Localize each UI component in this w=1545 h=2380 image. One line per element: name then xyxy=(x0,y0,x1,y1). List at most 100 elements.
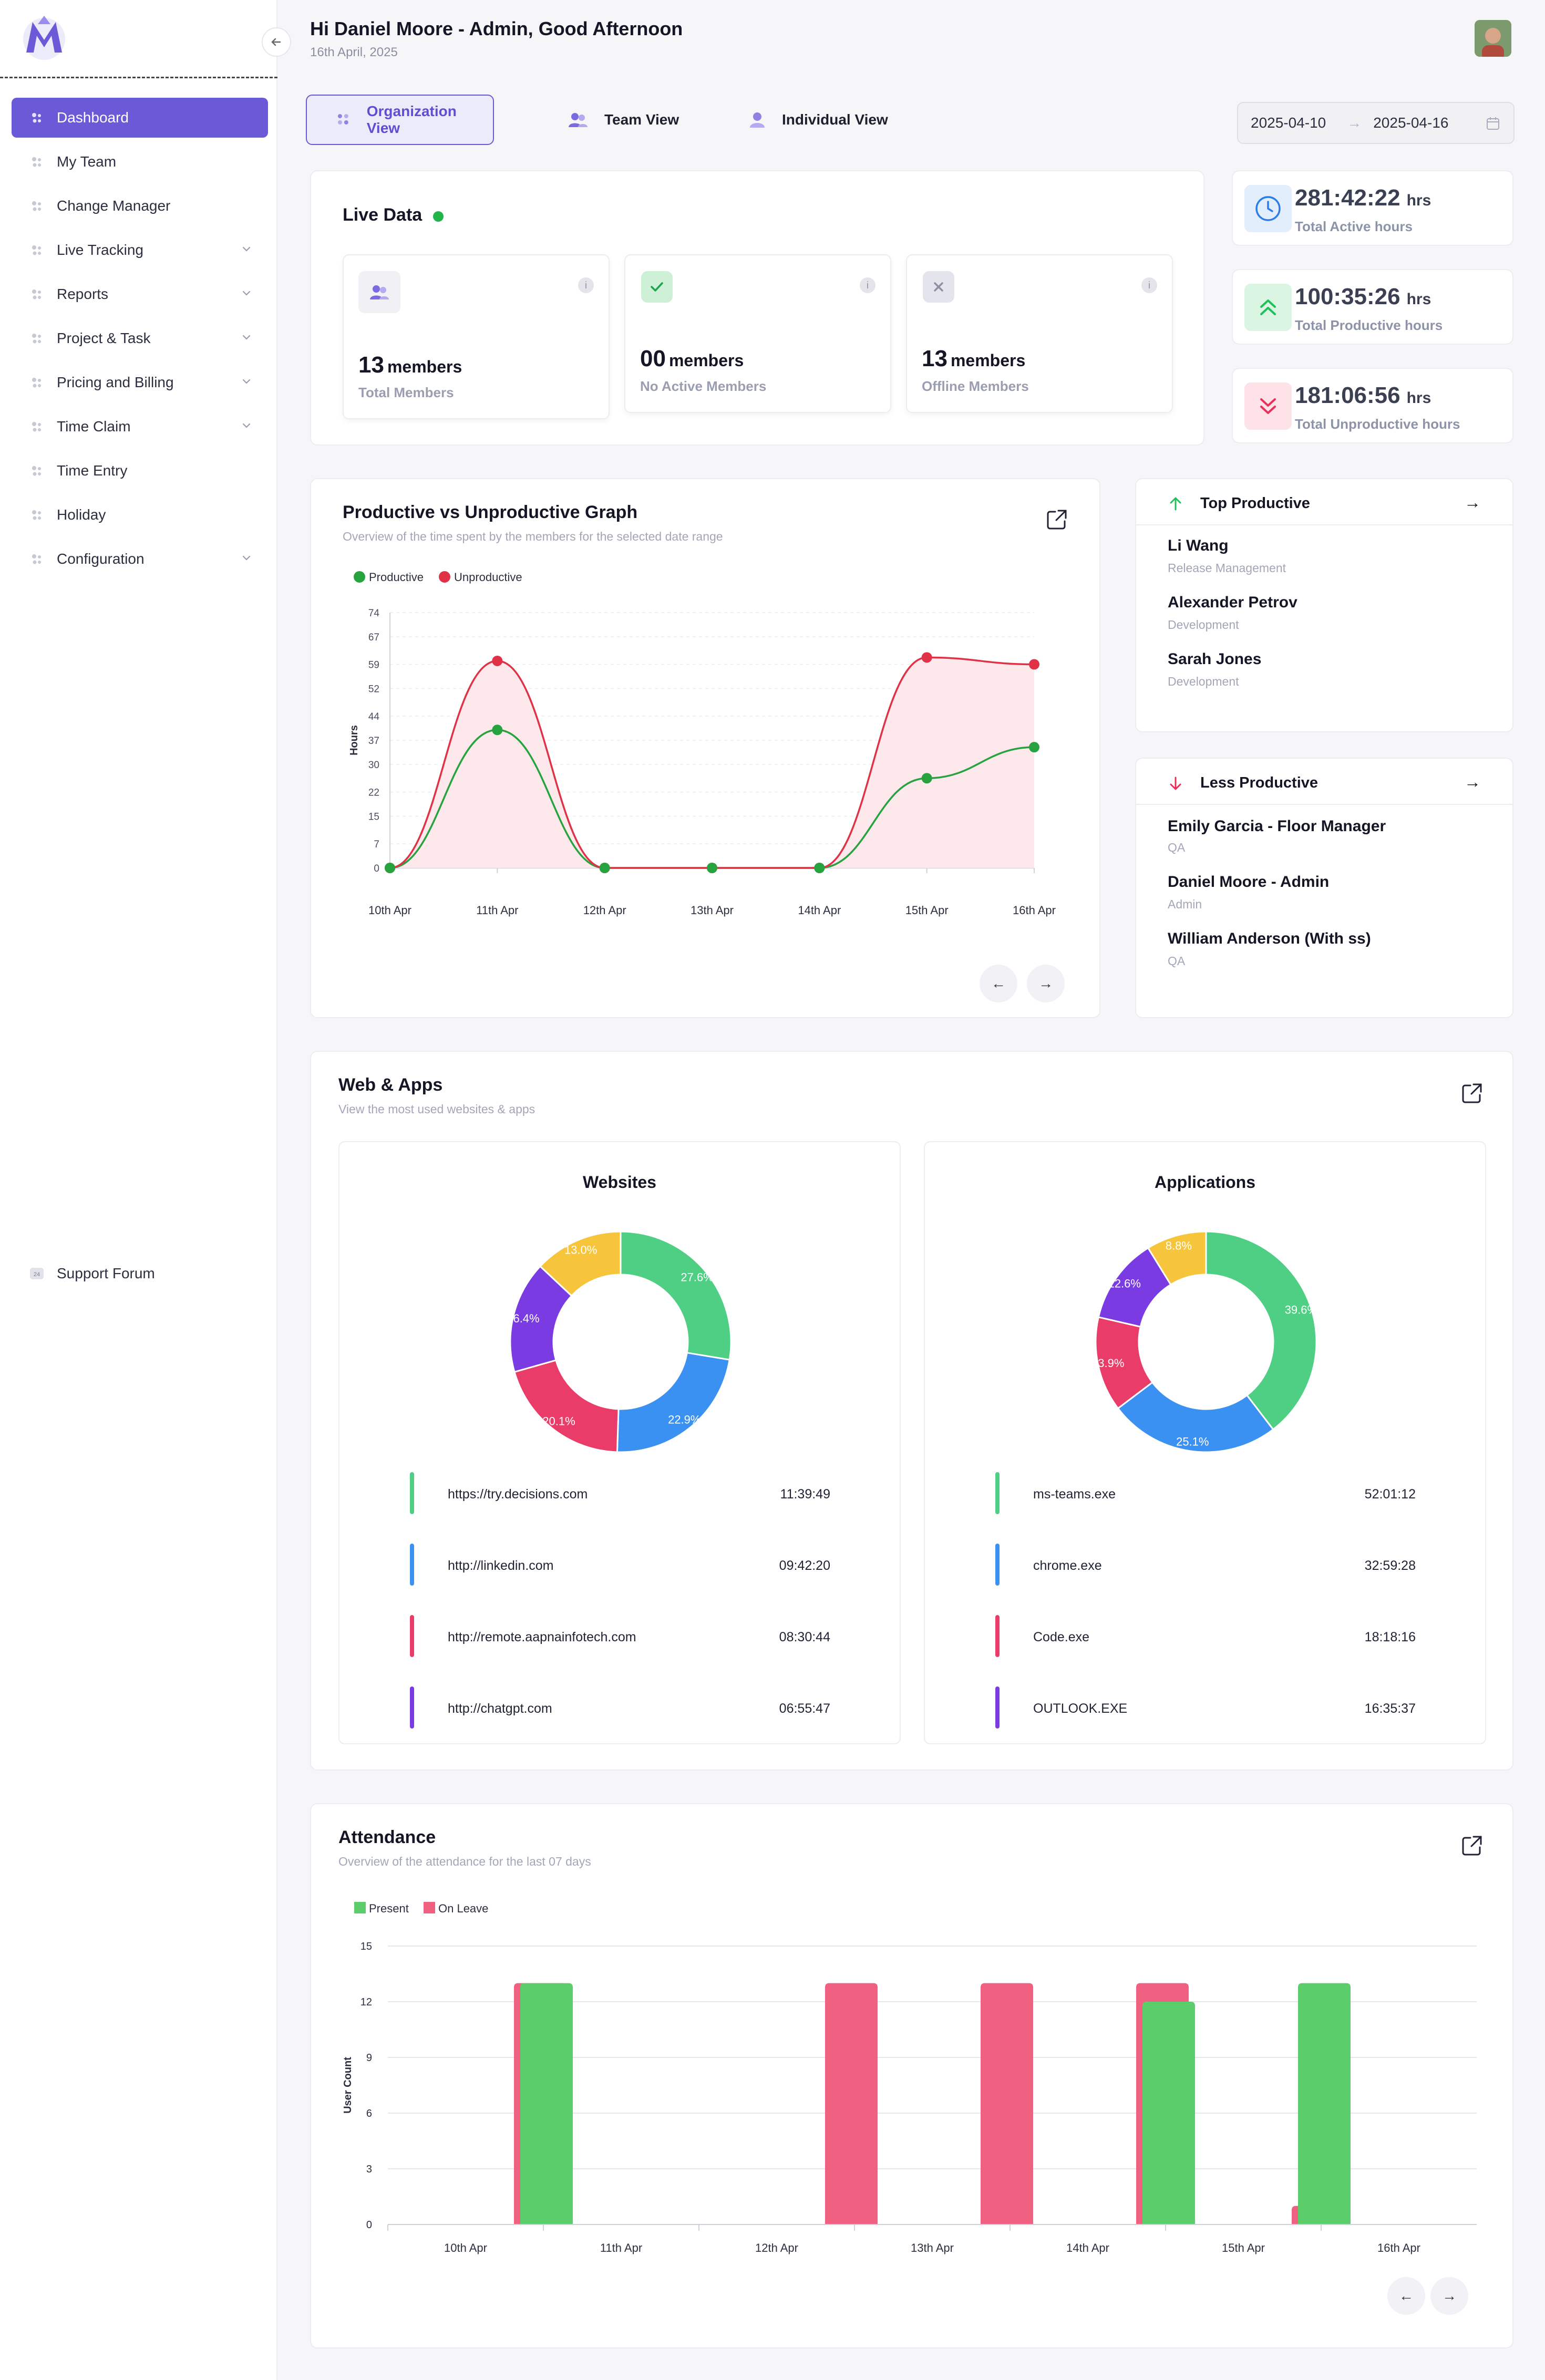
date-range-end[interactable]: 2025-04-16 xyxy=(1373,115,1449,131)
x-tick-label: 13th Apr xyxy=(691,904,734,917)
tab-individual-view[interactable]: Individual View xyxy=(748,95,888,145)
data-point-unproductive xyxy=(1029,659,1039,670)
person-name[interactable]: William Anderson (With ss) xyxy=(1168,930,1371,947)
x-tick-label: 14th Apr xyxy=(1066,2241,1109,2254)
web-apps-title: Web & Apps xyxy=(338,1075,443,1095)
legend-time: 08:30:44 xyxy=(779,1630,830,1644)
external-link-icon[interactable] xyxy=(1045,508,1069,532)
x-tick-label: 11th Apr xyxy=(600,2241,642,2254)
y-tick-label: 52 xyxy=(368,684,379,695)
y-tick-label: 59 xyxy=(368,660,379,671)
legend-row[interactable]: http://linkedin.com 09:42:20 xyxy=(410,1544,830,1586)
legend-row[interactable]: http://remote.aapnainfotech.com 08:30:44 xyxy=(410,1615,830,1657)
sidebar-item-label: My Team xyxy=(57,153,117,170)
divider xyxy=(1136,524,1512,525)
less-productive-view-all[interactable]: → xyxy=(1464,772,1481,791)
external-link-icon[interactable] xyxy=(1460,1081,1484,1105)
sidebar-item-time-claim[interactable]: Time Claim xyxy=(12,407,268,447)
date-range-start[interactable]: 2025-04-10 xyxy=(1251,115,1326,131)
unproductive-area xyxy=(390,657,1034,868)
sidebar-item-time-entry[interactable]: Time Entry xyxy=(12,451,268,491)
legend-row[interactable]: Code.exe 18:18:16 xyxy=(995,1615,1416,1657)
calendar-icon xyxy=(1487,117,1499,130)
legend-color-bar xyxy=(410,1544,414,1586)
legend-color-bar xyxy=(995,1544,1000,1586)
legend-row[interactable]: OUTLOOK.EXE 16:35:37 xyxy=(995,1686,1416,1729)
sidebar-item-reports[interactable]: Reports xyxy=(12,274,268,314)
y-axis-label: User Count xyxy=(342,2057,354,2114)
person-dept: QA xyxy=(1168,841,1186,854)
sidebar-item-support-forum[interactable]: 24 Support Forum xyxy=(12,1254,268,1294)
websites-title: Websites xyxy=(583,1173,656,1192)
x-tick-label: 15th Apr xyxy=(905,904,949,917)
sidebar-item-configuration[interactable]: Configuration xyxy=(12,539,268,579)
organization-icon xyxy=(337,114,348,125)
legend-row[interactable]: http://chatgpt.com 06:55:47 xyxy=(410,1686,830,1729)
person-name[interactable]: Sarah Jones xyxy=(1168,650,1262,668)
donut-slice xyxy=(539,1230,622,1297)
app-logo[interactable] xyxy=(19,13,69,63)
sidebar-item-holiday[interactable]: Holiday xyxy=(12,495,268,535)
member-label: No Active Members xyxy=(640,378,767,394)
offline-members-card[interactable]: i 13 members Offline Members xyxy=(906,254,1173,413)
close-icon xyxy=(923,271,954,303)
attendance-title: Attendance xyxy=(338,1827,436,1847)
legend-color-bar xyxy=(410,1615,414,1657)
support-forum-icon: 24 xyxy=(29,1266,44,1281)
legend-row[interactable]: https://try.decisions.com 11:39:49 xyxy=(410,1472,830,1514)
person-name[interactable]: Alexander Petrov xyxy=(1168,594,1297,611)
person-dept: Release Management xyxy=(1168,561,1286,575)
slice-percent-label: 8.8% xyxy=(1166,1239,1192,1252)
sidebar-item-dashboard[interactable]: Dashboard xyxy=(12,98,268,138)
sidebar-item-my-team[interactable]: My Team xyxy=(12,142,268,182)
sidebar-item-project-task[interactable]: Project & Task xyxy=(12,318,268,358)
person-dept: Admin xyxy=(1168,897,1202,911)
graph-next-button[interactable]: → xyxy=(1027,965,1065,1002)
team-icon xyxy=(29,154,44,169)
person-name[interactable]: Li Wang xyxy=(1168,537,1229,554)
sidebar-item-live-tracking[interactable]: Live Tracking xyxy=(12,230,268,270)
no-active-members-card[interactable]: i 00 members No Active Members xyxy=(624,254,891,413)
legend-row[interactable]: ms-teams.exe 52:01:12 xyxy=(995,1472,1416,1514)
data-point-productive xyxy=(814,863,825,873)
graph-prev-button[interactable]: ← xyxy=(980,965,1017,1002)
user-avatar[interactable] xyxy=(1475,20,1511,57)
tab-team-view[interactable]: Team View xyxy=(568,95,679,145)
sidebar-item-pricing-and-billing[interactable]: Pricing and Billing xyxy=(12,363,268,402)
sidebar-collapse-button[interactable] xyxy=(262,27,291,57)
date-range-picker[interactable]: 2025-04-10 → 2025-04-16 xyxy=(1237,102,1515,144)
y-tick-label: 0 xyxy=(374,863,379,874)
tab-organization-view[interactable]: Organization View xyxy=(306,95,494,145)
donut-slice xyxy=(1117,1381,1274,1453)
support-forum-badge: 24 xyxy=(34,1271,40,1278)
person-name[interactable]: Emily Garcia - Floor Manager xyxy=(1168,818,1386,835)
total-members-card[interactable]: i 13 members Total Members xyxy=(343,254,610,419)
sidebar-divider xyxy=(0,77,277,78)
project-task-icon xyxy=(29,331,44,346)
member-label: Offline Members xyxy=(922,378,1029,394)
sidebar-item-label: Support Forum xyxy=(57,1265,155,1281)
legend-row[interactable]: chrome.exe 32:59:28 xyxy=(995,1544,1416,1586)
slice-percent-label: 12.6% xyxy=(1108,1277,1141,1290)
legend-time: 06:55:47 xyxy=(779,1701,830,1716)
slice-percent-label: 16.4% xyxy=(507,1312,539,1325)
collapse-arrow-icon xyxy=(271,38,281,46)
slice-percent-label: 39.6% xyxy=(1285,1303,1317,1317)
sidebar-item-label: Holiday xyxy=(57,506,106,523)
person-name[interactable]: Daniel Moore - Admin xyxy=(1168,873,1330,891)
data-point-productive xyxy=(921,773,932,784)
attendance-prev-button[interactable]: ← xyxy=(1387,2277,1425,2315)
applications-title: Applications xyxy=(1154,1173,1255,1192)
info-icon[interactable]: i xyxy=(1141,277,1157,293)
legend-name: OUTLOOK.EXE xyxy=(1033,1701,1128,1716)
data-point-unproductive xyxy=(492,655,503,666)
info-icon[interactable]: i xyxy=(860,277,876,293)
attendance-next-button[interactable]: → xyxy=(1430,2277,1468,2315)
x-tick-label: 11th Apr xyxy=(476,904,518,917)
sidebar-item-label: Time Claim xyxy=(57,418,131,434)
hours-label: Total Active hours xyxy=(1295,219,1413,234)
top-productive-view-all[interactable]: → xyxy=(1464,493,1481,512)
external-link-icon[interactable] xyxy=(1460,1834,1484,1858)
info-icon[interactable]: i xyxy=(578,277,594,293)
sidebar-item-change-manager[interactable]: Change Manager xyxy=(12,186,268,226)
